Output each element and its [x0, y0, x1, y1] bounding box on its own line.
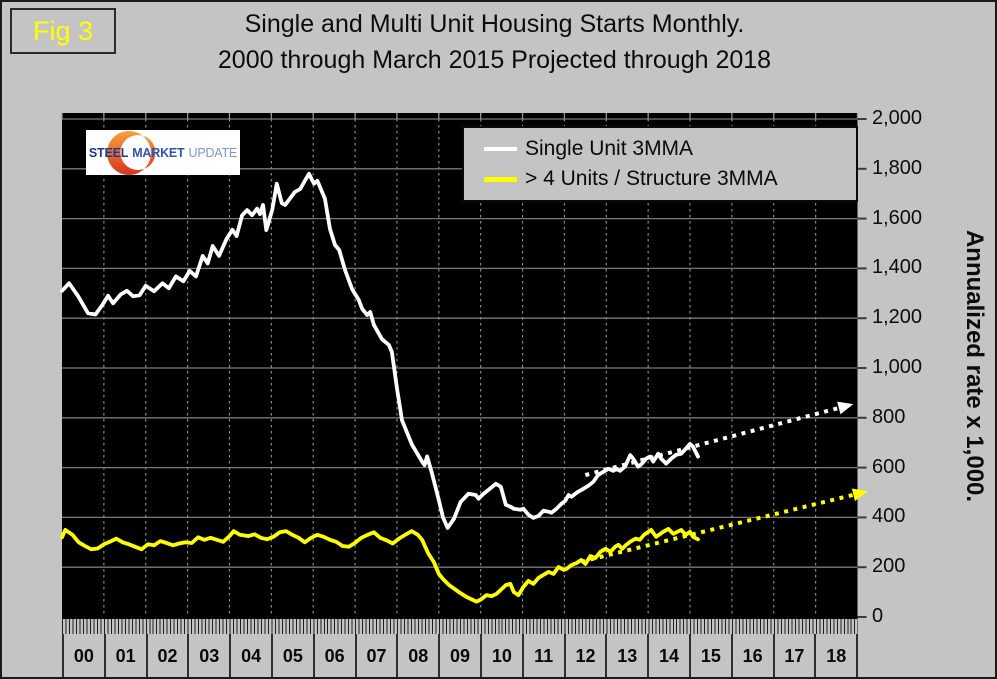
logo-word-steel: STEEL [88, 145, 129, 160]
y-tick-label: 600 [872, 455, 906, 478]
x-tick-label: 07 [354, 634, 397, 677]
y-tick-label: 0 [872, 605, 884, 627]
x-tick-label: 09 [438, 634, 480, 677]
y-tick-label: 2,000 [872, 107, 923, 129]
single-unit-projection-arrowhead-icon [837, 401, 854, 415]
y-tick-label: 1,600 [872, 206, 923, 229]
x-tick-label: 06 [312, 634, 355, 677]
x-tick-label: 02 [145, 634, 188, 677]
y-tick-label: 1,000 [872, 356, 923, 378]
x-tick-label: 16 [730, 634, 773, 677]
x-tick-label: 03 [187, 634, 229, 677]
chart-title: Single and Multi Unit Housing Starts Mon… [244, 10, 745, 38]
single-unit-projection-dotted-line [584, 405, 843, 478]
legend-label: Single Unit 3MMA [525, 137, 694, 160]
logo-text: STEEL MARKET UPDATE [86, 130, 240, 175]
y-tick-label: 800 [872, 405, 906, 428]
legend-item-multi-unit: > 4 Units / Structure 3MMA [484, 167, 856, 191]
x-tick-label: 11 [521, 634, 564, 677]
y-tick-label: 200 [872, 555, 906, 578]
x-tick-label: 10 [479, 634, 522, 677]
legend-item-single-unit: Single Unit 3MMA [484, 137, 856, 161]
y-axis-title: Annualized rate x 1,000. [961, 229, 988, 503]
y-tick-label: 1,400 [872, 256, 923, 279]
x-tick-label: 04 [229, 634, 271, 677]
x-tick-label: 08 [396, 634, 438, 677]
y-tick-label: 1,200 [872, 306, 923, 329]
legend-label: > 4 Units / Structure 3MMA [525, 167, 778, 190]
x-tick-label: 13 [605, 634, 647, 677]
fig-label: Fig 3 [32, 15, 94, 46]
logo-word-market: MARKET [132, 145, 185, 160]
monthly-minor-tick-strip [62, 619, 858, 634]
x-tick-label: 05 [270, 634, 313, 677]
y-tick-label: 400 [872, 505, 906, 528]
x-tick-label: 17 [772, 634, 815, 677]
legend: Single Unit 3MMA > 4 Units / Structure 3… [462, 126, 858, 202]
single-unit-3mma-line [60, 171, 700, 530]
4-units-structure-3mma-line [60, 527, 700, 604]
y-tick-label: 1,800 [872, 156, 923, 179]
single-unit-swatch-icon [484, 147, 517, 151]
x-tick-label: 15 [688, 634, 731, 677]
x-tick-label: 18 [814, 634, 859, 677]
x-tick-label: 14 [647, 634, 689, 677]
x-tick-label: 12 [563, 634, 606, 677]
fig-label-box: Fig 3 [10, 8, 116, 54]
x-axis-year-labels: 00 01 02 03 04 05 06 07 08 09 10 11 12 13 14 15 16 17 18 [62, 634, 859, 677]
x-tick-label: 00 [62, 634, 104, 677]
steel-market-update-logo: STEEL MARKET UPDATE [86, 130, 240, 175]
logo-crescent-icon [107, 131, 156, 175]
x-tick-label: 01 [103, 634, 146, 677]
logo-word-update: UPDATE [188, 145, 238, 160]
multi-unit-swatch-icon [484, 176, 517, 182]
multi-unit-projection-arrowhead-icon [851, 488, 868, 502]
chart-subtitle: 2000 through March 2015 Projected throug… [217, 46, 772, 74]
